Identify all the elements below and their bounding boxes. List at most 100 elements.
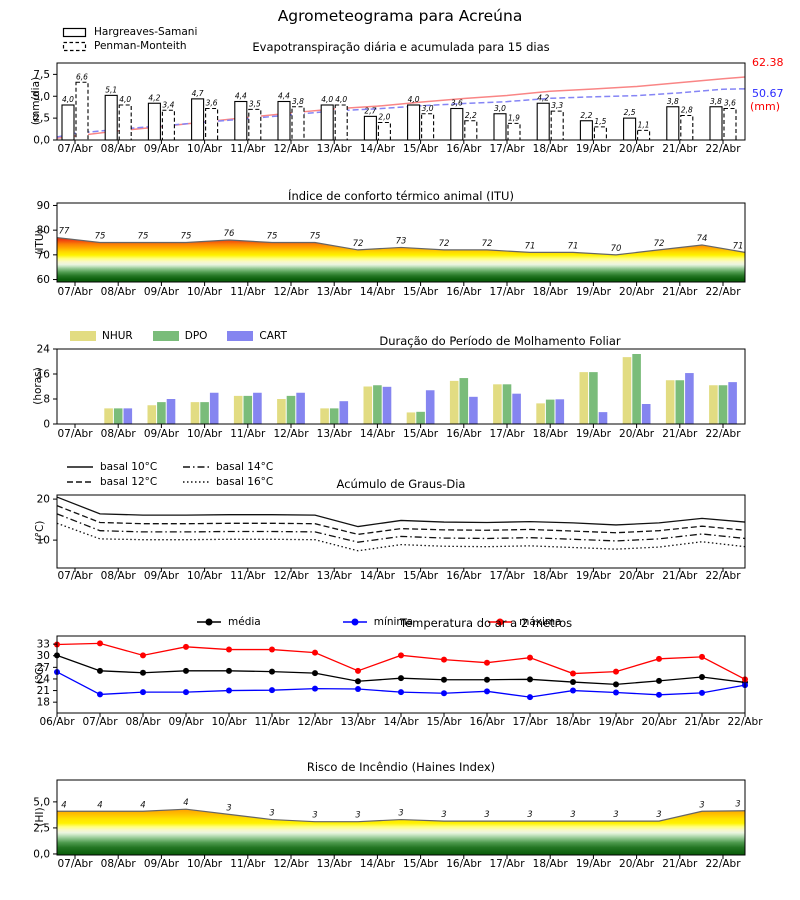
temp-point-máxima [656, 655, 662, 662]
temp-point-mínima [484, 688, 490, 695]
evapo-bar [623, 117, 637, 141]
svg-text:14/Abr: 14/Abr [360, 143, 396, 155]
svg-text:3,6: 3,6 [724, 99, 736, 108]
svg-text:24: 24 [37, 673, 51, 685]
svg-text:21/Abr: 21/Abr [662, 858, 698, 870]
svg-text:4: 4 [183, 798, 188, 808]
evapo-bar [118, 104, 132, 141]
itu-title: Índice de conforto térmico animal (ITU) [288, 189, 514, 203]
legend-label-basal12: basal 12°C [100, 476, 158, 488]
evapo-bar [550, 110, 564, 141]
svg-text:12/Abr: 12/Abr [273, 858, 309, 870]
svg-text:11/Abr: 11/Abr [230, 286, 266, 298]
svg-text:21/Abr: 21/Abr [662, 143, 698, 155]
svg-text:2,7: 2,7 [364, 106, 376, 115]
svg-text:8: 8 [43, 394, 50, 406]
svg-text:4: 4 [140, 800, 145, 810]
nhur-bar [536, 403, 545, 424]
legend-label-basal14: basal 14°C [216, 461, 274, 473]
temp-point-média [699, 674, 705, 681]
svg-text:22/Abr: 22/Abr [705, 143, 741, 155]
temp-point-máxima [183, 643, 189, 650]
temp-point-média [398, 675, 404, 682]
svg-text:17/Abr: 17/Abr [489, 286, 525, 298]
svg-text:72: 72 [439, 239, 450, 249]
dpo-bar [157, 402, 166, 424]
svg-text:2,0: 2,0 [378, 113, 390, 122]
dpo-bar [373, 385, 382, 424]
evapo-ylabel: (mm/dia) [30, 76, 42, 126]
basal10-legend-marker [67, 466, 93, 468]
temp-point-máxima [570, 670, 576, 677]
svg-text:2,2: 2,2 [580, 111, 592, 120]
nhur-bar [320, 408, 329, 424]
temp-point-média [656, 677, 662, 684]
svg-text:18/Abr: 18/Abr [533, 570, 569, 582]
svg-text:33: 33 [37, 639, 50, 651]
svg-text:4,4: 4,4 [235, 92, 247, 101]
evapo-bar [161, 109, 175, 141]
temp-point-mínima [183, 689, 189, 696]
svg-text:16/Abr: 16/Abr [446, 143, 482, 155]
evapo-bar [61, 104, 75, 141]
svg-text:2,5: 2,5 [624, 108, 636, 117]
svg-text:7,5: 7,5 [33, 69, 50, 81]
dpo-bar [416, 411, 425, 424]
temp-point-mínima [97, 691, 103, 698]
svg-text:21/Abr: 21/Abr [662, 570, 698, 582]
svg-text:4,0: 4,0 [62, 95, 74, 104]
svg-text:12/Abr: 12/Abr [297, 716, 333, 728]
temp-point-média [183, 667, 189, 674]
svg-text:0,0: 0,0 [33, 135, 50, 147]
svg-text:74: 74 [697, 234, 708, 244]
svg-text:07/Abr: 07/Abr [82, 716, 118, 728]
svg-text:10/Abr: 10/Abr [187, 143, 223, 155]
itu-curve [56, 236, 746, 256]
evapo-bar [536, 102, 550, 141]
cart-bar [598, 412, 608, 424]
evapo-bar [248, 108, 262, 141]
svg-text:3,8: 3,8 [292, 97, 304, 106]
svg-text:12/Abr: 12/Abr [273, 570, 309, 582]
svg-text:13/Abr: 13/Abr [340, 716, 376, 728]
chart-haines: 4 4 4 4 3 3 3 3 3 3 3 3 3 3 3 3 3 0,0 2,5 5,0 07/Abr 08/Abr 09… [33, 779, 746, 870]
svg-text:09/Abr: 09/Abr [144, 858, 180, 870]
cart-bar [641, 404, 651, 424]
itu-ylabel: (ITU) [34, 229, 46, 255]
svg-text:18/Abr: 18/Abr [533, 428, 569, 440]
line-basal-10°C [56, 496, 746, 528]
cart-bar [685, 373, 694, 424]
svg-text:11/Abr: 11/Abr [230, 143, 266, 155]
svg-text:10: 10 [37, 535, 50, 547]
svg-text:30: 30 [37, 650, 50, 662]
haines-ylabel: (HI) [34, 807, 46, 827]
cart-bar [123, 408, 133, 424]
svg-text:71: 71 [733, 241, 744, 251]
svg-text:70: 70 [37, 249, 50, 261]
legend-evapo-row1: Hargreaves-Samani [62, 26, 211, 38]
svg-text:19/Abr: 19/Abr [576, 428, 612, 440]
svg-text:14/Abr: 14/Abr [360, 858, 396, 870]
evapo-bar [723, 107, 737, 141]
svg-text:14/Abr: 14/Abr [360, 428, 396, 440]
evapo-bar [234, 100, 248, 141]
nhur-bar [406, 412, 416, 424]
nhur-bar [277, 399, 286, 424]
svg-text:22/Abr: 22/Abr [705, 428, 741, 440]
svg-text:3: 3 [226, 803, 231, 813]
temp-point-média [570, 679, 576, 686]
svg-text:11/Abr: 11/Abr [230, 570, 266, 582]
svg-text:17/Abr: 17/Abr [489, 428, 525, 440]
temp-point-média [527, 676, 533, 683]
svg-text:16/Abr: 16/Abr [446, 570, 482, 582]
svg-text:3,8: 3,8 [710, 97, 722, 106]
svg-text:72: 72 [654, 239, 665, 249]
svg-text:10/Abr: 10/Abr [187, 286, 223, 298]
basal14-legend-marker [183, 466, 209, 468]
svg-text:08/Abr: 08/Abr [101, 286, 137, 298]
svg-text:15/Abr: 15/Abr [403, 143, 439, 155]
evapo-bar [493, 113, 507, 141]
temp-point-média [226, 667, 232, 674]
dpo-bar [286, 395, 296, 424]
